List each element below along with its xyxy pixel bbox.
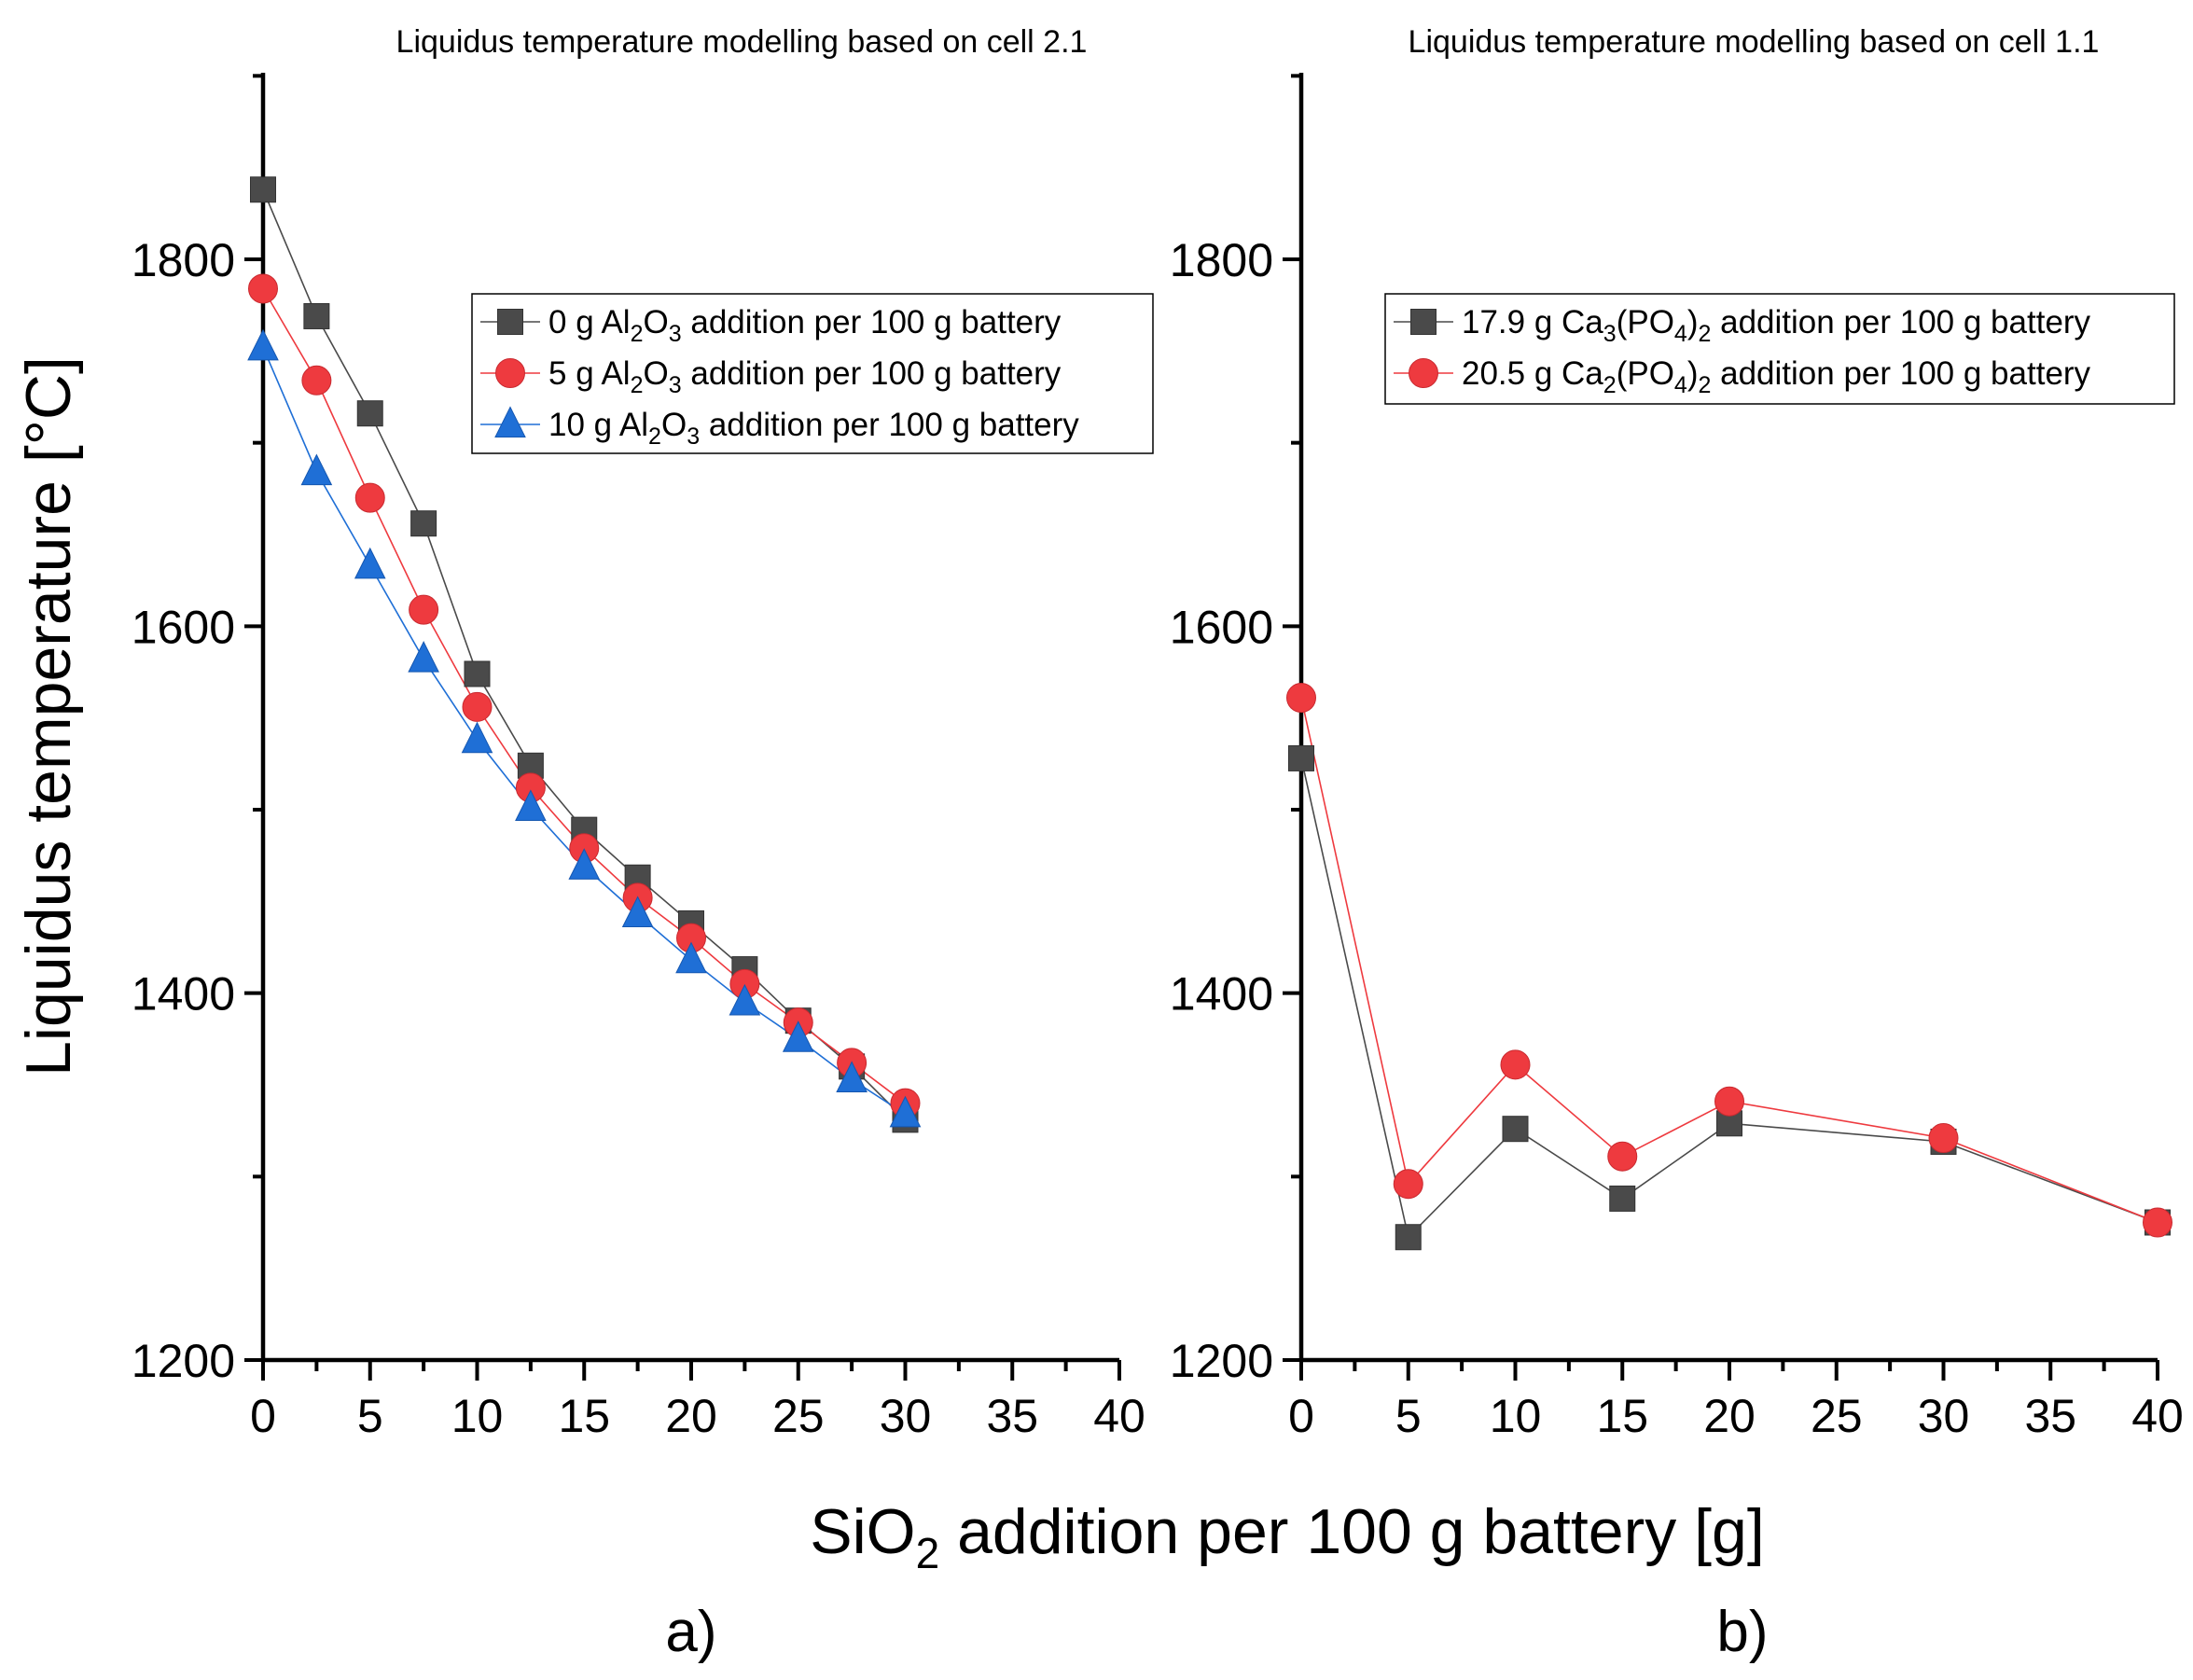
data-point-b-1 (2143, 1207, 2172, 1238)
x-tick-label: 25 (1811, 1390, 1863, 1442)
data-point-a-2 (247, 328, 279, 361)
x-tick-label: 30 (1918, 1390, 1970, 1442)
data-point-a-2 (621, 896, 654, 928)
legend-box-a (471, 293, 1154, 454)
y-tick-label: 1600 (1170, 601, 1273, 653)
x-tick-label: 0 (250, 1390, 276, 1442)
axis-ticks-b: 0 5 10 15 20 25 30 35 40 1200 1400 1600 1800 (1170, 74, 2184, 1442)
data-point-b-1 (1928, 1123, 1959, 1154)
data-point-a-2 (461, 721, 493, 754)
data-point-b-1 (1714, 1086, 1744, 1117)
y-tick-label: 1800 (132, 234, 235, 286)
legend-marker (497, 309, 523, 335)
y-axis-label: Liquidus temperature [°C] (13, 356, 84, 1076)
chart-title-b: Liquidus temperature modelling based on … (1409, 24, 2100, 60)
series-line-b-1 (1300, 697, 2158, 1224)
data-point-a-1 (462, 691, 493, 722)
y-tick-label: 1400 (132, 968, 235, 1020)
legend-marker (494, 406, 526, 437)
y-tick-label: 1200 (132, 1335, 235, 1387)
data-point-a-2 (354, 547, 386, 579)
x-tick-label: 10 (1490, 1390, 1542, 1442)
axis-ticks-a: 0 5 10 15 20 25 30 35 40 1200 1400 1600 1800 (132, 74, 1145, 1442)
data-point-a-2 (568, 848, 601, 880)
x-axis-label: SiO2 addition per 100 g battery [g] (810, 1496, 1765, 1577)
legend-a: 0 g Al2O3 addition per 100 g battery 5 g … (471, 293, 1154, 454)
data-point-a-2 (300, 453, 333, 486)
x-tick-label: 30 (880, 1390, 932, 1442)
data-point-b-1 (1286, 683, 1316, 714)
legend-marker (1410, 309, 1437, 335)
data-point-a-2 (675, 941, 707, 974)
legend-box-b (1384, 293, 2175, 405)
x-tick-label: 40 (1093, 1390, 1145, 1442)
x-tick-label: 5 (357, 1390, 383, 1442)
data-point-b-1 (1393, 1169, 1423, 1200)
data-point-b-0 (1609, 1185, 1636, 1212)
data-point-b-0 (1502, 1116, 1529, 1143)
data-point-a-2 (836, 1061, 867, 1093)
data-point-a-2 (408, 641, 439, 673)
legend-label: 17.9 g Ca3(PO4)2 addition per 100 g batt… (1462, 304, 2091, 347)
chart-panel-a: Liquidus temperature modelling based on … (132, 24, 1154, 1442)
data-point-a-0 (464, 660, 491, 687)
data-point-a-0 (356, 400, 383, 427)
data-point-a-2 (515, 789, 547, 821)
data-point-a-1 (354, 482, 385, 513)
x-tick-label: 5 (1395, 1390, 1422, 1442)
legend-marker (1409, 358, 1438, 388)
data-point-a-1 (248, 273, 278, 304)
series-lines-b (1300, 697, 2158, 1239)
chart-title-a: Liquidus temperature modelling based on … (396, 24, 1088, 60)
legend-label: 5 g Al2O3 addition per 100 g battery (548, 355, 1062, 398)
x-tick-label: 0 (1288, 1390, 1314, 1442)
data-point-a-2 (889, 1095, 922, 1128)
x-tick-label: 20 (1703, 1390, 1756, 1442)
y-tick-label: 1600 (132, 601, 235, 653)
series-line-a-2 (262, 347, 906, 1116)
x-tick-label: 20 (665, 1390, 717, 1442)
legend-marker (495, 358, 525, 388)
series-markers-a (247, 176, 922, 1133)
panel-label-b: b) (1716, 1600, 1768, 1664)
data-point-b-1 (1607, 1141, 1638, 1172)
data-point-a-1 (409, 594, 439, 625)
chart-panel-b: Liquidus temperature modelling based on … (1170, 24, 2184, 1442)
y-tick-label: 1200 (1170, 1335, 1273, 1387)
legend-label: 10 g Al2O3 addition per 100 g battery (548, 407, 1079, 450)
data-point-a-0 (410, 510, 437, 537)
x-tick-label: 40 (2131, 1390, 2184, 1442)
x-tick-label: 35 (2024, 1390, 2076, 1442)
data-point-b-1 (1500, 1049, 1531, 1080)
y-tick-label: 1800 (1170, 234, 1273, 286)
data-point-b-0 (1395, 1224, 1422, 1251)
y-tick-label: 1400 (1170, 968, 1273, 1020)
data-point-b-0 (1288, 744, 1314, 771)
data-point-a-2 (729, 983, 761, 1016)
legend-label: 20.5 g Ca2(PO4)2 addition per 100 g batt… (1462, 355, 2091, 398)
data-point-a-0 (303, 302, 330, 329)
series-line-b-0 (1300, 757, 2158, 1239)
panel-label-a: a) (665, 1600, 716, 1664)
x-tick-label: 15 (1596, 1390, 1648, 1442)
data-point-a-1 (301, 365, 332, 396)
series-markers-b (1286, 683, 2172, 1251)
data-point-a-0 (250, 176, 276, 203)
x-tick-label: 10 (451, 1390, 504, 1442)
data-point-a-2 (782, 1020, 814, 1052)
x-tick-label: 25 (772, 1390, 825, 1442)
legend-label: 0 g Al2O3 addition per 100 g battery (548, 304, 1062, 347)
x-tick-label: 15 (558, 1390, 610, 1442)
x-tick-label: 35 (986, 1390, 1038, 1442)
legend-b: 17.9 g Ca3(PO4)2 addition per 100 g batt… (1384, 293, 2175, 405)
